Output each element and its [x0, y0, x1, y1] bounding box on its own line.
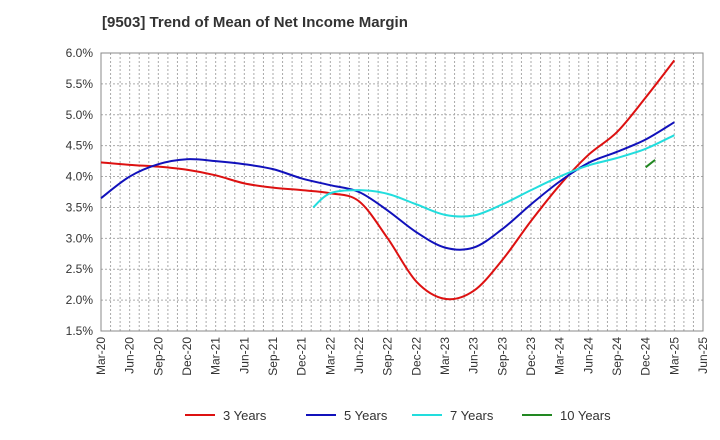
x-tick-label: Jun-25 — [696, 337, 710, 374]
x-tick-label: Sep-21 — [266, 337, 280, 376]
x-tick-label: Mar-21 — [209, 337, 223, 375]
y-tick-label: 3.5% — [66, 200, 94, 214]
x-tick-label: Jun-23 — [467, 337, 481, 374]
y-tick-label: 3.0% — [66, 231, 94, 245]
x-tick-label: Dec-21 — [295, 337, 309, 376]
chart-title: [9503] Trend of Mean of Net Income Margi… — [102, 14, 408, 31]
grid — [100, 52, 704, 332]
series-line-3-years — [100, 59, 676, 301]
y-tick-label: 4.0% — [66, 170, 94, 184]
y-tick-label: 2.0% — [66, 293, 94, 307]
x-tick-label: Jun-21 — [237, 337, 251, 374]
x-tick-label: Sep-23 — [495, 337, 509, 376]
x-tick-label: Sep-22 — [381, 337, 395, 376]
x-tick-label: Mar-23 — [438, 337, 452, 375]
legend-label: 5 Years — [344, 408, 388, 423]
x-tick-label: Jun-22 — [352, 337, 366, 374]
x-tick-label: Mar-22 — [323, 337, 337, 375]
plot-area — [100, 52, 704, 332]
legend: 3 Years 5 Years 7 Years 10 Years — [185, 408, 611, 423]
legend-label: 10 Years — [560, 408, 611, 423]
y-tick-label: 5.5% — [66, 77, 94, 91]
legend-label: 3 Years — [223, 408, 267, 423]
y-axis-ticks: 1.5% 2.0% 2.5% 3.0% 3.5% 4.0% 4.5% 5.0% 5.5% 6.0% — [66, 46, 94, 338]
series-lines — [100, 59, 676, 301]
x-tick-label: Jun-24 — [581, 337, 595, 374]
x-tick-label: Sep-20 — [151, 337, 165, 376]
legend-label: 7 Years — [450, 408, 494, 423]
y-tick-label: 4.5% — [66, 139, 94, 153]
x-tick-label: Sep-24 — [610, 337, 624, 376]
x-tick-label: Mar-20 — [94, 337, 108, 375]
x-tick-label: Mar-24 — [553, 337, 567, 375]
y-tick-label: 1.5% — [66, 324, 94, 338]
y-tick-label: 5.0% — [66, 108, 94, 122]
y-tick-label: 6.0% — [66, 46, 94, 60]
y-tick-label: 2.5% — [66, 262, 94, 276]
x-tick-label: Dec-23 — [524, 337, 538, 376]
x-tick-label: Mar-25 — [667, 337, 681, 375]
series-line-7-years — [312, 134, 675, 218]
x-tick-label: Dec-20 — [180, 337, 194, 376]
x-tick-label: Dec-22 — [409, 337, 423, 376]
series-line-10-years — [645, 159, 656, 169]
x-tick-label: Dec-24 — [639, 337, 653, 376]
x-axis-ticks: Mar-20 Jun-20 Sep-20 Dec-20 Mar-21 Jun-21 Sep-… — [94, 337, 710, 376]
x-tick-label: Jun-20 — [123, 337, 137, 374]
